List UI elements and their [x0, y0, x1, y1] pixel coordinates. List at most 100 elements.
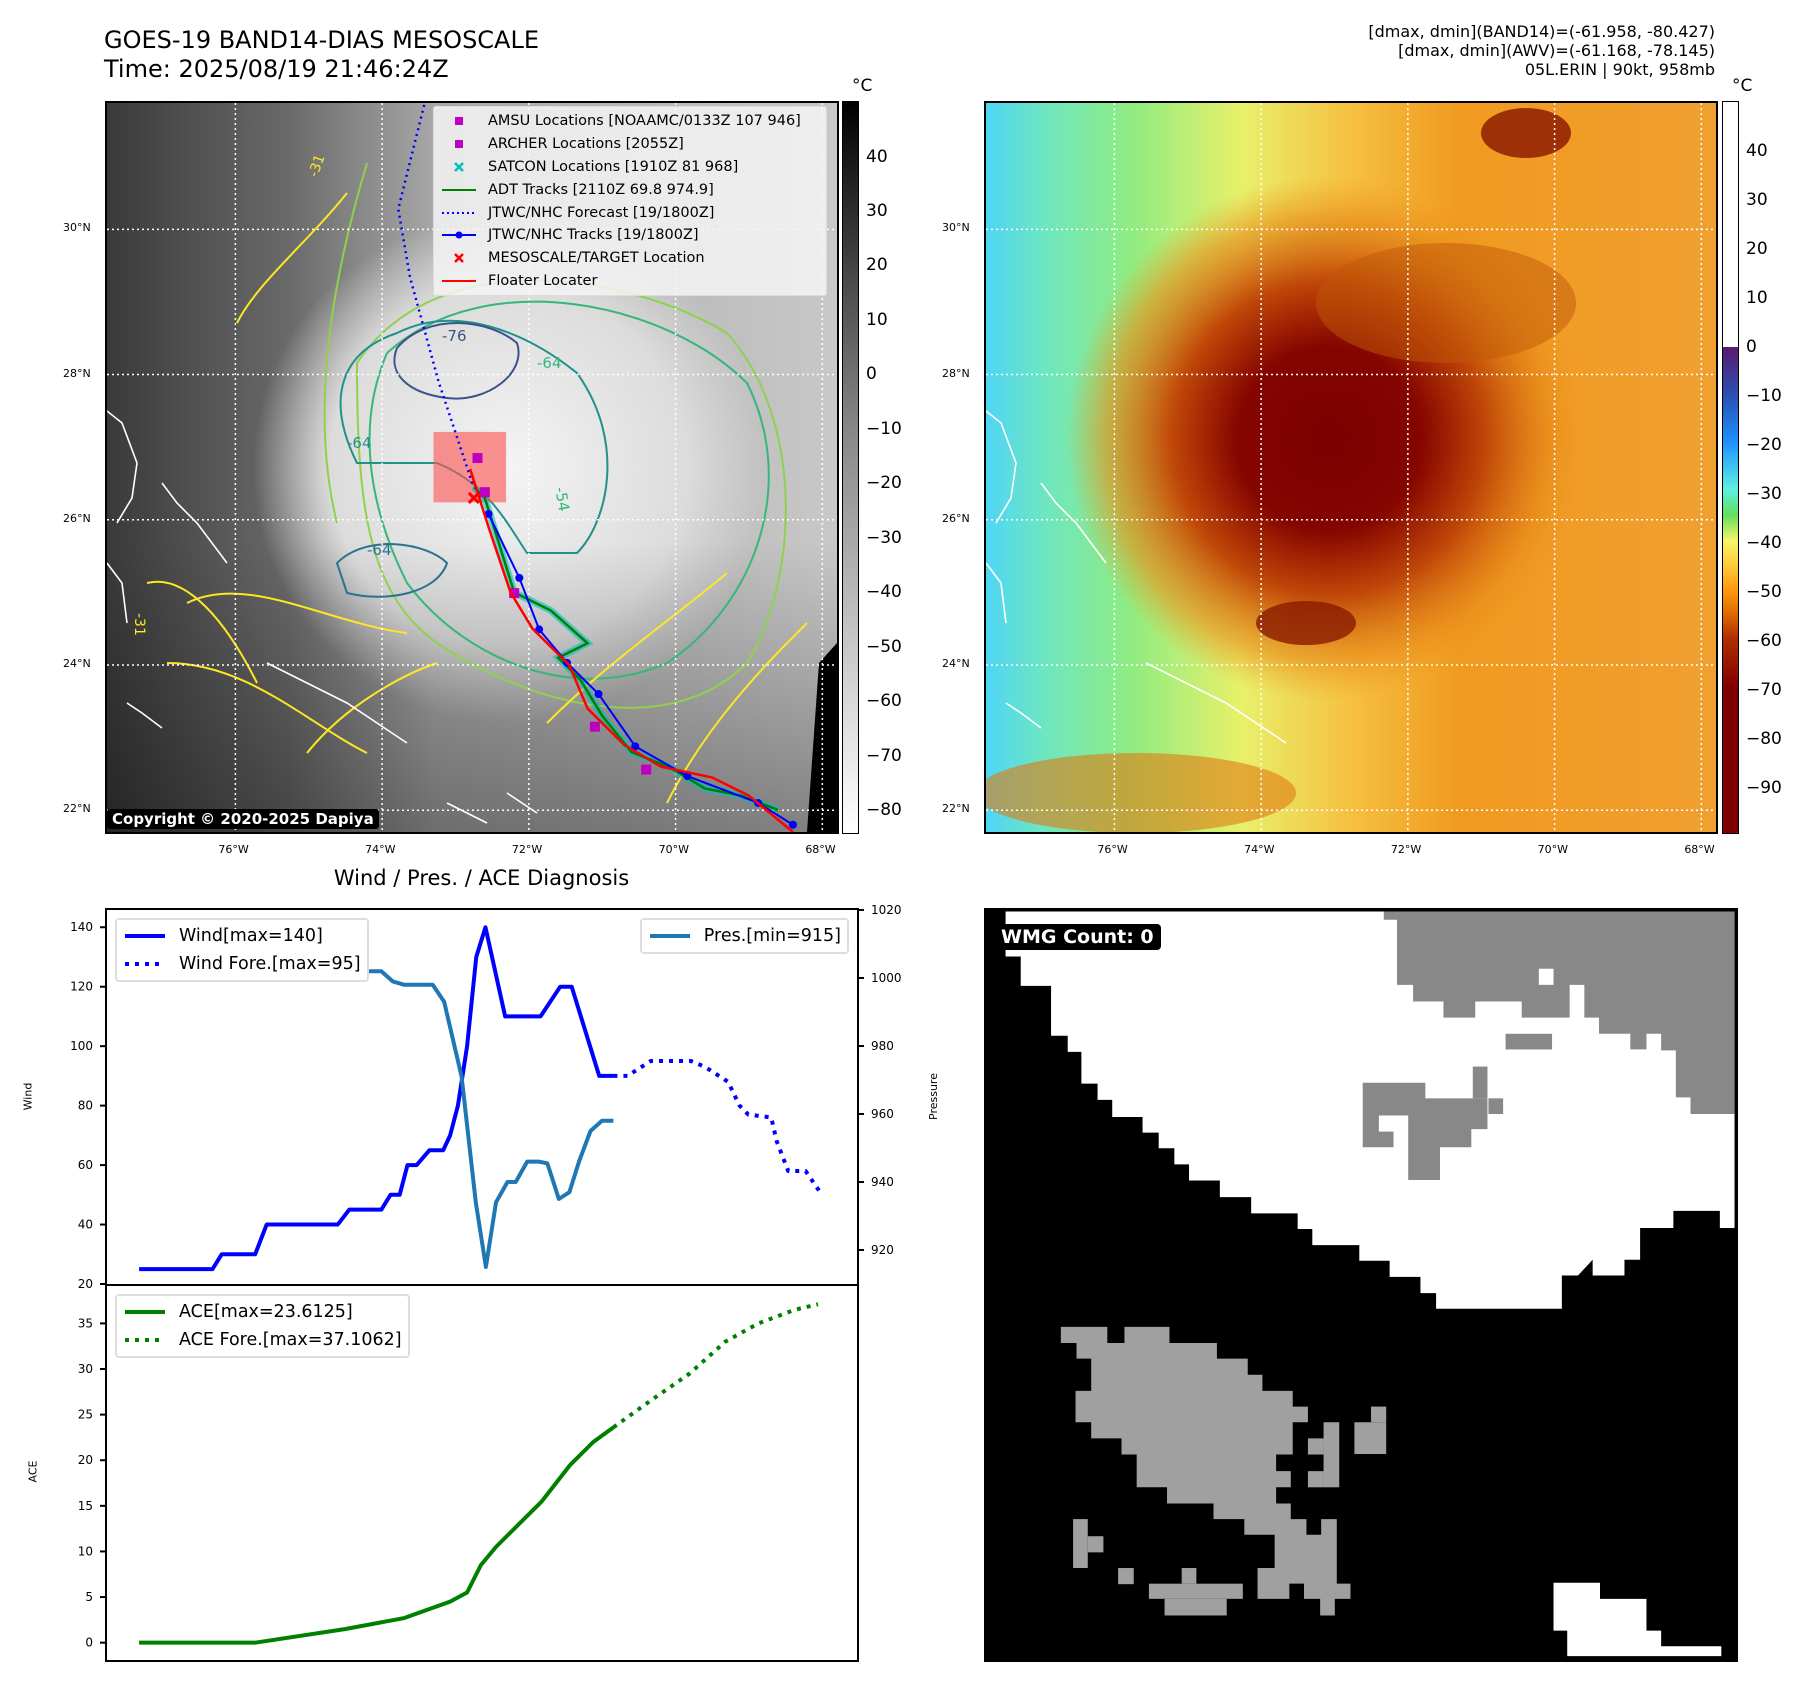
series-ace-fore — [612, 1302, 819, 1430]
y-tick-label: 0 — [85, 1636, 93, 1650]
cyan-x-icon — [454, 162, 464, 172]
colorbar-tick-label: 30 — [866, 201, 888, 221]
y-tick-label: 20 — [78, 1277, 93, 1291]
lon-tick-label: 70°W — [1537, 843, 1568, 856]
red-line-icon — [442, 279, 476, 282]
title-line: GOES-19 BAND14-DIAS MESOSCALE — [104, 26, 540, 54]
target-marker — [467, 491, 480, 505]
lon-tick-label: 68°W — [805, 843, 836, 856]
lon-tick-label: 74°W — [1244, 843, 1275, 856]
colorbar-tick-label: 0 — [1746, 336, 1757, 357]
colorbar-tick-label: −50 — [866, 636, 902, 657]
colorbar-tick-label: 10 — [866, 309, 888, 330]
legend-label: Pres.[min=915] — [703, 926, 841, 946]
colorbar-tick-label: −50 — [1746, 581, 1782, 602]
jtwc-track-point — [515, 573, 524, 582]
legend-item: JTWC/NHC Tracks [19/1800Z] — [440, 224, 820, 247]
magenta-square-icon — [455, 117, 463, 126]
colorbar-unit: °C — [1732, 76, 1753, 96]
contour-label: -54 — [551, 486, 573, 513]
colorbar-tick-label: −20 — [866, 473, 902, 494]
coastlines — [107, 410, 538, 824]
band14-map: -76 -64 -64 -64 -54 -31 -31 AMSU Locatio… — [105, 101, 839, 834]
contour-label: -76 — [442, 327, 467, 345]
lon-tick-label: 72°W — [511, 843, 543, 856]
grayscale-colorbar — [842, 101, 859, 834]
y2-tick-label: 920 — [871, 1243, 894, 1257]
y-tick-label: 5 — [85, 1590, 93, 1604]
colorbar-tick-label: 10 — [1746, 287, 1768, 308]
y-tick-label: 100 — [70, 1039, 93, 1053]
map-legend: AMSU Locations [NOAAMC/0133Z 107 946] ARC… — [433, 106, 827, 297]
wmg-mask — [1005, 911, 1735, 1657]
awv-colorbar — [1722, 101, 1739, 834]
legend-label: Floater Locater — [488, 272, 598, 289]
lat-tick-label: 26°N — [63, 511, 91, 525]
jtwc-track-point — [484, 509, 493, 518]
contour-label: -31 — [306, 152, 329, 179]
y2-tick-label: 960 — [871, 1107, 894, 1121]
legend-label: ACE[max=23.6125] — [179, 1302, 353, 1322]
legend-item: ADT Tracks [2110Z 69.8 974.9] — [440, 178, 820, 201]
wmg-panel: WMG Count: 0 — [984, 908, 1738, 1662]
lat-tick-label: 28°N — [942, 366, 970, 380]
colorbar-tick-label: −10 — [1746, 385, 1782, 406]
colorbar-tick-label: −80 — [866, 800, 902, 821]
legend-label: ARCHER Locations [2055Z] — [488, 136, 684, 153]
storm-info: 05L.ERIN | 90kt, 958mb — [1524, 60, 1715, 79]
jtwc-track-point — [631, 742, 640, 751]
lon-tick-label: 76°W — [1097, 843, 1128, 856]
legend-item: JTWC/NHC Forecast [19/1800Z] — [440, 201, 820, 224]
y-tick-label: 25 — [78, 1408, 93, 1422]
legend-item: ARCHER Locations [2055Z] — [440, 133, 820, 156]
floater-box — [433, 431, 507, 503]
contour-label: -64 — [537, 354, 562, 372]
colorbar-unit: °C — [852, 76, 873, 96]
awv-map — [984, 101, 1718, 834]
dotted-line-icon — [125, 1338, 165, 1342]
jtwc-track-point — [535, 625, 544, 634]
blue-line-dot-icon — [442, 231, 476, 239]
magenta-square-icon — [455, 140, 463, 149]
jtwc-track-point — [594, 690, 603, 699]
lat-tick-label: 28°N — [63, 366, 91, 380]
floater-track — [468, 468, 794, 832]
legend-label: SATCON Locations [1910Z 81 968] — [488, 158, 739, 175]
archer-point — [479, 487, 490, 498]
series-ace — [139, 1425, 615, 1645]
lon-tick-label: 74°W — [365, 843, 396, 856]
solid-line-icon — [125, 934, 165, 938]
colorbar-tick-label: −10 — [866, 418, 902, 439]
legend-label: ACE Fore.[max=37.1062] — [179, 1330, 402, 1350]
colorbar-tick-label: −90 — [1746, 777, 1782, 798]
lon-tick-label: 72°W — [1390, 843, 1422, 856]
lon-tick-label: 70°W — [658, 843, 689, 856]
lat-tick-label: 26°N — [942, 511, 970, 525]
jtwc-track-point — [788, 820, 797, 829]
y2-tick-label: 980 — [871, 1039, 894, 1053]
colorbar-tick-label: 40 — [866, 146, 888, 167]
ace-panel: 0 5 10 15 20 25 30 35 ACE[max=23.6125] ACE Fore… — [78, 1284, 859, 1662]
archer-point — [589, 721, 600, 732]
y-tick-label: 140 — [70, 920, 93, 934]
y-tick-label: 10 — [78, 1544, 93, 1558]
stats-block: [dmax, dmin](BAND14)=(-61.958, -80.427) … — [1368, 22, 1715, 79]
legend-label: Wind[max=140] — [179, 926, 323, 946]
legend-item: AMSU Locations [NOAAMC/0133Z 107 946] — [440, 110, 820, 133]
colorbar-tick-label: −60 — [866, 691, 902, 712]
lat-tick-label: 24°N — [63, 656, 91, 670]
colorbar-tick-label: 20 — [1746, 238, 1768, 259]
legend-label: JTWC/NHC Tracks [19/1800Z] — [488, 227, 699, 244]
solid-line-icon — [649, 934, 690, 938]
y2-tick-label: 940 — [871, 1175, 894, 1189]
wind-axis-label: Wind — [21, 1082, 35, 1111]
legend-item: SATCON Locations [1910Z 81 968] — [440, 156, 820, 179]
legend-item: Floater Locater — [440, 270, 820, 293]
band14-stats: [dmax, dmin](BAND14)=(-61.958, -80.427) — [1368, 22, 1715, 41]
lat-tick-label: 30°N — [942, 221, 970, 235]
chart-title: Wind / Pres. / ACE Diagnosis — [333, 866, 630, 890]
ace-legend: ACE[max=23.6125] ACE Fore.[max=37.1062] — [115, 1294, 410, 1358]
contour-label: -64 — [367, 541, 392, 559]
jtwc-track-point — [683, 772, 692, 781]
copyright-label: Copyright © 2020-2025 Dapiya — [107, 809, 379, 829]
